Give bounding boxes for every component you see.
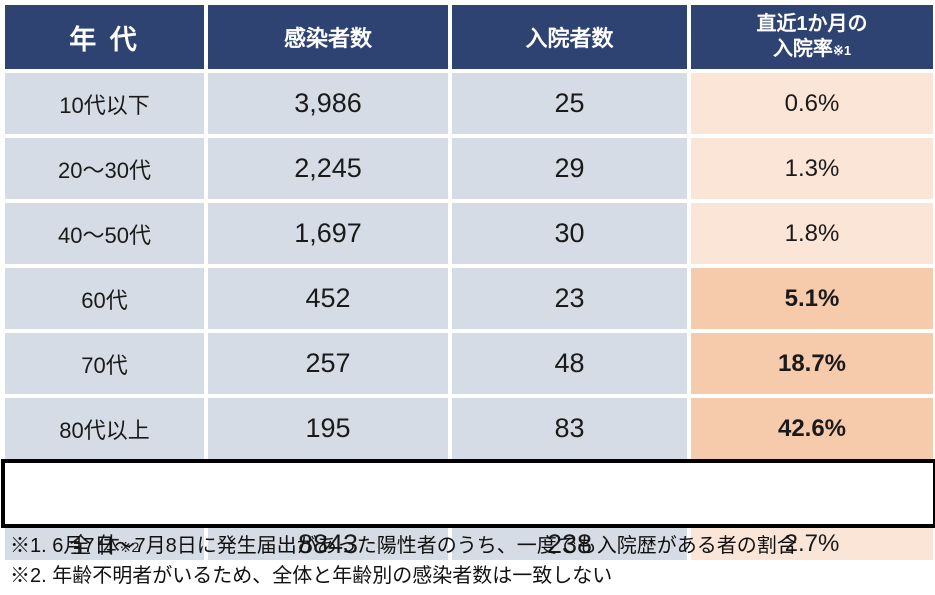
total-row-border: [1, 459, 935, 528]
total-footnote-marker: ※2: [119, 538, 140, 555]
table-row-infected: 257: [208, 333, 448, 394]
table-row-age: 20～30代: [5, 138, 204, 199]
table-row-age: 60代: [5, 268, 204, 329]
table-row-hospitalized: 23: [452, 268, 687, 329]
table-row-infected: 1,697: [208, 203, 448, 264]
table-row-hospitalized: 48: [452, 333, 687, 394]
table-row-age: 40～50代: [5, 203, 204, 264]
age-hospitalization-table: 年 代 感染者数 入院者数 直近1か月の 入院率※1 10代以下 3,986 2…: [1, 5, 935, 560]
table-row-age: 80代以上: [5, 398, 204, 459]
header-age: 年 代: [5, 5, 204, 69]
footnotes: ※1. 6月7日～7月8日に発生届出があった陽性者のうち、一度でも入院歴がある者…: [10, 531, 930, 591]
total-row-rate: 2.7%: [691, 528, 933, 560]
table-row-rate-highlighted: 42.6%: [691, 398, 933, 459]
rate-footnote-marker: ※1: [832, 43, 852, 58]
table-row-infected: 3,986: [208, 73, 448, 134]
header-hospitalization-rate: 直近1か月の 入院率※1: [691, 5, 933, 69]
table-row-rate: 1.8%: [691, 203, 933, 264]
header-hospitalized-count: 入院者数: [452, 5, 687, 69]
table-row-hospitalized: 30: [452, 203, 687, 264]
table-row-hospitalized: 83: [452, 398, 687, 459]
footnote-2: ※2. 年齢不明者がいるため、全体と年齢別の感染者数は一致しない: [10, 565, 613, 587]
table-row-age: 10代以下: [5, 73, 204, 134]
table-row-hospitalized: 29: [452, 138, 687, 199]
table-row-age: 70代: [5, 333, 204, 394]
table-row-infected: 2,245: [208, 138, 448, 199]
footnote-1: ※1. 6月7日～7月8日に発生届出があった陽性者のうち、一度でも入院歴がある者…: [10, 535, 797, 557]
table-row-rate-highlighted: 5.1%: [691, 268, 933, 329]
header-rate-line2: 入院率※1: [772, 38, 852, 60]
table-row-rate: 1.3%: [691, 138, 933, 199]
total-row-hospitalized: 238: [452, 528, 687, 560]
total-row-infected: 8843: [208, 528, 448, 560]
table-row-hospitalized: 25: [452, 73, 687, 134]
table-row-infected: 452: [208, 268, 448, 329]
table-row-rate: 0.6%: [691, 73, 933, 134]
header-rate-line1: 直近1か月の: [756, 13, 868, 35]
table-row-rate-highlighted: 18.7%: [691, 333, 933, 394]
total-row-age: 全 体 ※2: [5, 528, 204, 560]
header-infected-count: 感染者数: [208, 5, 448, 69]
table-row-infected: 195: [208, 398, 448, 459]
